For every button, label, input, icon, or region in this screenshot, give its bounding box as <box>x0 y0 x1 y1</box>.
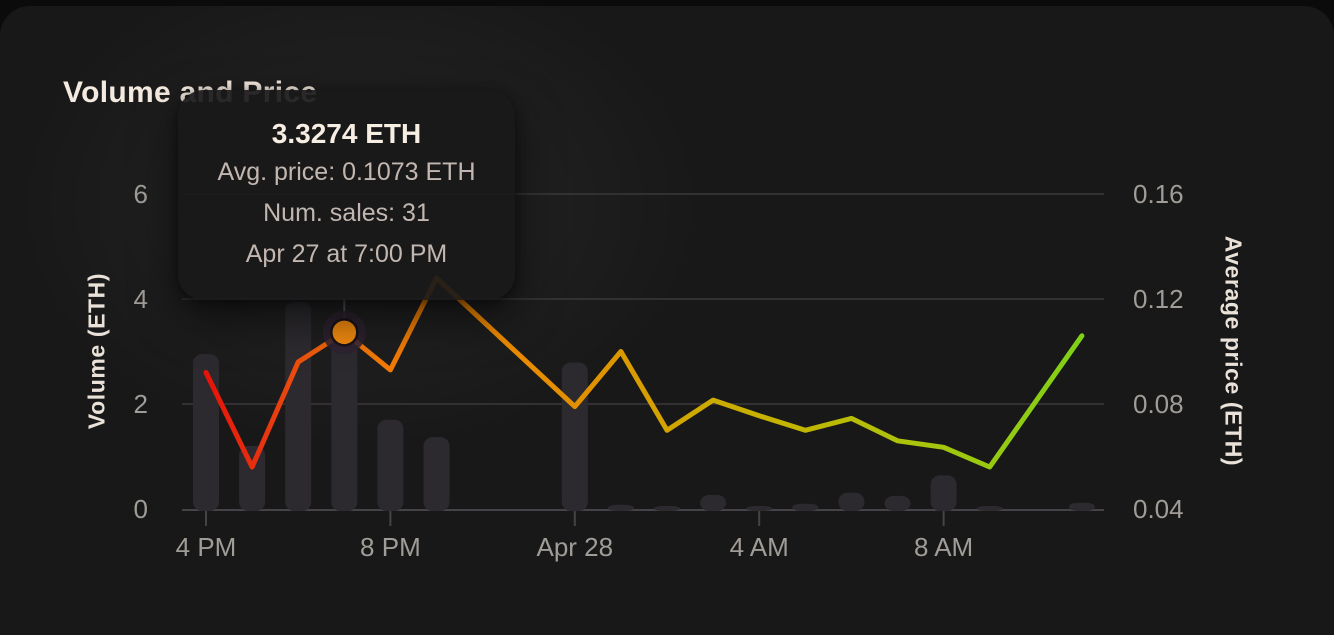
tooltip-volume-value: 3.3274 ETH <box>271 118 422 149</box>
y-right-tick-label: 0.12 <box>1133 284 1184 314</box>
volume-price-chart[interactable] <box>0 6 1334 635</box>
volume-bar[interactable] <box>884 495 911 511</box>
x-axis-tick-label: 4 AM <box>729 532 789 562</box>
volume-bar[interactable] <box>239 446 266 511</box>
volume-bar[interactable] <box>331 334 358 511</box>
x-axis-tick-label: 4 PM <box>175 532 237 562</box>
y-right-tick-label: 0.04 <box>1133 494 1184 524</box>
tooltip-date: Apr 27 at 7:00 PM <box>245 240 448 268</box>
x-axis-tick-label: Apr 28 <box>536 532 614 562</box>
y-right-tick-label: 0.08 <box>1133 389 1184 419</box>
y-right-tick-label: 0.16 <box>1133 179 1184 209</box>
volume-bar[interactable] <box>377 419 404 511</box>
y-left-tick-label: 4 <box>133 284 148 314</box>
volume-bar[interactable] <box>193 354 219 511</box>
volume-bar[interactable] <box>700 494 727 511</box>
volume-bar[interactable] <box>746 506 773 511</box>
volume-bar[interactable] <box>838 492 865 511</box>
volume-bar[interactable] <box>930 475 957 511</box>
y-left-tick-label: 0 <box>133 494 148 524</box>
volume-bar[interactable] <box>561 362 588 511</box>
volume-bar[interactable] <box>1068 502 1095 511</box>
x-axis-tick-label: 8 PM <box>360 532 421 562</box>
volume-price-card: Volume and Price Volume (ETH) Average pr… <box>0 6 1334 635</box>
y-axis-title-price: Average price (ETH) <box>1220 235 1247 467</box>
tooltip-num-sales: Num. sales: 31 <box>263 199 430 227</box>
volume-bar[interactable] <box>285 301 312 511</box>
volume-bar[interactable] <box>607 504 634 511</box>
volume-bar[interactable] <box>423 437 450 511</box>
tooltip-avg-price: Avg. price: 0.1073 ETH <box>217 158 476 186</box>
y-left-tick-label: 2 <box>133 389 148 419</box>
y-left-tick-label: 6 <box>133 179 148 209</box>
volume-bar[interactable] <box>792 503 819 511</box>
volume-bar[interactable] <box>654 506 680 511</box>
volume-bar[interactable] <box>976 506 1003 511</box>
highlighted-point[interactable] <box>330 318 359 347</box>
chart-tooltip: 3.3274 ETH Avg. price: 0.1073 ETH Num. s… <box>178 90 515 300</box>
x-axis-tick-label: 8 AM <box>913 532 974 562</box>
